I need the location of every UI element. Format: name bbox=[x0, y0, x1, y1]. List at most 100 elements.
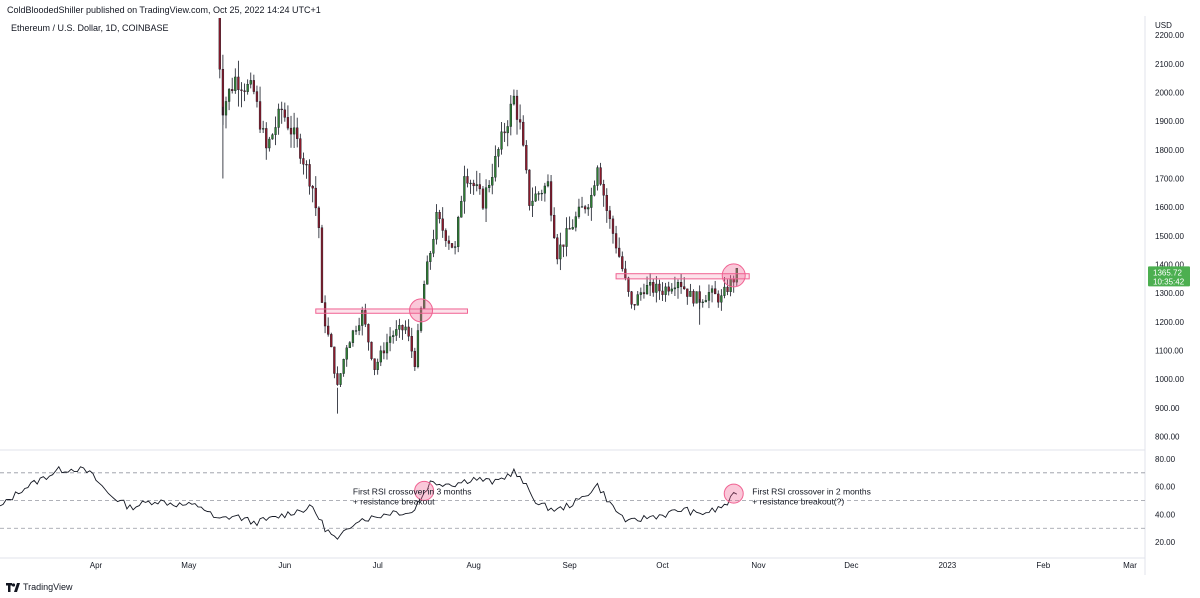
candle-body bbox=[717, 293, 720, 303]
candle-body bbox=[484, 187, 488, 209]
time-tick-label: Feb bbox=[1036, 561, 1050, 570]
resistance-zone bbox=[615, 273, 750, 280]
candle-body bbox=[286, 117, 290, 129]
candle-body bbox=[679, 282, 683, 287]
candle-body bbox=[323, 302, 327, 327]
candle-body bbox=[370, 341, 373, 359]
candle-body bbox=[642, 292, 646, 295]
price-tick-label: 1000.00 bbox=[1155, 375, 1184, 384]
candle-body bbox=[655, 283, 658, 293]
candle-body bbox=[726, 286, 729, 292]
candle-body bbox=[515, 95, 519, 120]
candle-body bbox=[543, 185, 547, 194]
candle-body bbox=[432, 238, 435, 254]
price-tick-label: 1300.00 bbox=[1155, 289, 1184, 298]
candle-body bbox=[398, 325, 401, 330]
candle-body bbox=[692, 291, 695, 304]
candle-body bbox=[522, 121, 525, 146]
candle-body bbox=[413, 350, 416, 367]
candle-body bbox=[599, 167, 602, 185]
rsi-tick-label: 80.00 bbox=[1155, 455, 1176, 464]
candle-body bbox=[553, 215, 556, 238]
rsi-annotation-line: + resistance breakout bbox=[353, 496, 435, 506]
candle-body bbox=[614, 233, 618, 249]
time-tick-label: Aug bbox=[467, 561, 481, 570]
candle-body bbox=[506, 126, 509, 134]
candle-body bbox=[224, 101, 228, 116]
candle-body bbox=[336, 373, 339, 385]
candle-body bbox=[500, 131, 503, 150]
rsi-annotation: First RSI crossover in 3 months + resista… bbox=[353, 486, 472, 506]
candle-body bbox=[364, 310, 367, 325]
price-tick-label: 800.00 bbox=[1155, 433, 1180, 442]
candle-body bbox=[605, 195, 608, 211]
countdown-label: 10:35:42 bbox=[1153, 277, 1185, 286]
rsi-tick-label: 20.00 bbox=[1155, 538, 1176, 547]
candle-body bbox=[271, 134, 274, 140]
candle-body bbox=[392, 335, 395, 337]
candle-body bbox=[348, 342, 351, 349]
candle-body bbox=[249, 80, 252, 85]
candle-body bbox=[438, 212, 441, 220]
candle-body bbox=[686, 288, 689, 297]
candle-body bbox=[602, 183, 605, 196]
candle-body bbox=[683, 286, 686, 290]
candle-body bbox=[639, 292, 642, 295]
price-tick-label: 2200.00 bbox=[1155, 31, 1184, 40]
candle-body bbox=[695, 291, 698, 304]
time-tick-label: 2023 bbox=[938, 561, 956, 570]
candle-body bbox=[240, 89, 243, 91]
tradingview-logo: TradingView bbox=[6, 582, 73, 592]
candle-body bbox=[342, 359, 345, 374]
candle-body bbox=[469, 182, 472, 185]
candle-body bbox=[327, 325, 330, 335]
candle-body bbox=[645, 285, 649, 295]
candle-body bbox=[339, 373, 342, 385]
last-price-badge bbox=[1148, 266, 1190, 287]
candle-body bbox=[701, 301, 704, 303]
candle-body bbox=[258, 101, 262, 130]
time-tick-label: Jun bbox=[278, 561, 291, 570]
time-tick-label: Oct bbox=[656, 561, 669, 570]
candles-group bbox=[218, 18, 738, 414]
candle-body bbox=[388, 336, 392, 343]
candle-body bbox=[265, 128, 268, 149]
candle-body bbox=[330, 334, 333, 348]
candle-body bbox=[407, 326, 410, 337]
candle-body bbox=[481, 188, 485, 209]
price-tick-label: 1600.00 bbox=[1155, 203, 1184, 212]
time-tick-label: Jul bbox=[373, 561, 383, 570]
candle-body bbox=[540, 192, 543, 195]
rsi-crossover-marker bbox=[723, 483, 744, 504]
candle-body bbox=[630, 291, 633, 305]
candle-body bbox=[447, 240, 451, 244]
candle-body bbox=[274, 127, 277, 135]
candle-body bbox=[525, 145, 528, 171]
candle-body bbox=[234, 76, 237, 91]
rsi-tick-label: 60.00 bbox=[1155, 483, 1176, 492]
candle-body bbox=[299, 138, 302, 159]
candle-body bbox=[317, 207, 321, 228]
rsi-annotation-line: + resistance breakout(?) bbox=[752, 496, 844, 506]
candle-body bbox=[596, 167, 599, 186]
time-tick-label: Nov bbox=[751, 561, 765, 570]
rsi-annotation: First RSI crossover in 2 months + resista… bbox=[752, 486, 871, 506]
candle-body bbox=[720, 295, 723, 303]
candle-body bbox=[453, 246, 457, 248]
time-tick-label: Apr bbox=[90, 561, 103, 570]
candle-body bbox=[568, 228, 571, 230]
candle-body bbox=[450, 243, 454, 248]
candle-body bbox=[302, 158, 305, 165]
candle-body bbox=[385, 342, 389, 354]
candle-body bbox=[611, 218, 615, 234]
candle-body bbox=[509, 103, 512, 127]
candle-body bbox=[590, 194, 593, 208]
candle-body bbox=[444, 230, 447, 241]
price-axis-currency: USD bbox=[1155, 21, 1172, 30]
candle-body bbox=[423, 284, 426, 309]
candle-body bbox=[562, 244, 565, 247]
candle-body bbox=[587, 207, 590, 210]
candle-body bbox=[243, 90, 246, 92]
candle-body bbox=[419, 307, 423, 331]
